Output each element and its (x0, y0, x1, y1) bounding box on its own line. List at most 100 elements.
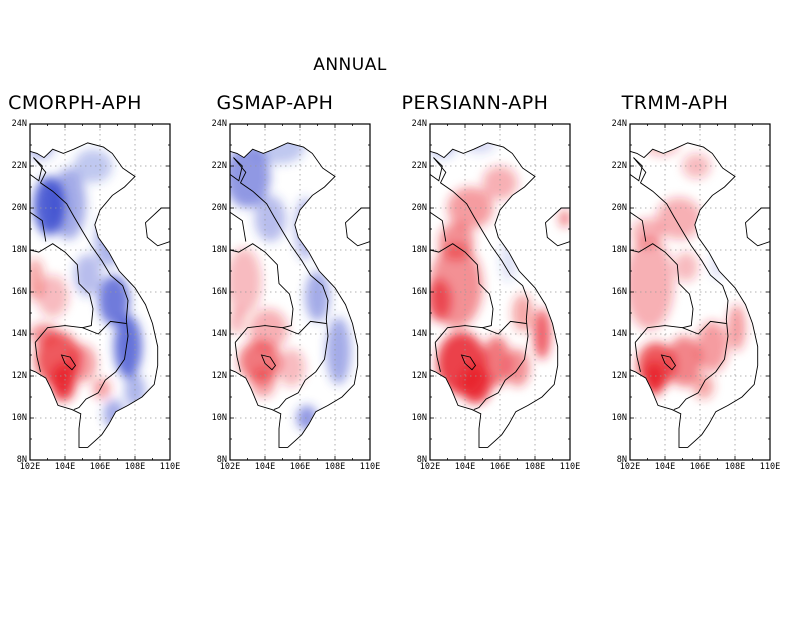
positive-anomaly (30, 323, 58, 345)
positive-anomaly (559, 210, 570, 227)
positive-anomaly (666, 336, 702, 387)
lon-tick-label: 102E (219, 462, 241, 472)
lat-tick-label: 14N (11, 329, 27, 339)
lon-tick-label: 102E (419, 462, 441, 472)
panel-trmm: TRMM-APH 24N 22N 20N 18N 16N 14N 12N 10N 8N 102E 1… (600, 92, 781, 482)
lat-tick-label: 8N (216, 455, 227, 465)
coastline-borders (29, 142, 171, 448)
lat-tick-label: 16N (11, 287, 27, 297)
positive-anomaly (30, 258, 44, 301)
negative-anomaly (463, 142, 495, 154)
lat-tick-label: 24N (411, 119, 427, 129)
lat-tick-label: 20N (411, 203, 427, 213)
positive-anomaly (505, 348, 530, 387)
lat-tick-label: 18N (411, 245, 427, 255)
positive-anomaly (249, 308, 288, 351)
positive-anomaly (631, 218, 664, 248)
anomaly-field (230, 142, 370, 448)
negative-anomaly (294, 197, 316, 261)
panel-title: PERSIANN-APH (401, 92, 549, 114)
positive-anomaly (251, 367, 276, 397)
lat-tick-label: 12N (11, 371, 27, 381)
lat-tick-label: 20N (11, 203, 27, 213)
positive-anomaly (430, 279, 451, 322)
negative-anomaly (500, 239, 518, 282)
lat-tick-label: 20N (211, 203, 227, 213)
panel-title: TRMM-APH (621, 92, 729, 114)
lon-tick-label: 110E (559, 462, 581, 472)
positive-anomaly (644, 361, 665, 395)
lon-tick-label: 102E (619, 462, 641, 472)
lon-tick-label: 104E (654, 462, 676, 472)
lat-tick-label: 18N (611, 245, 627, 255)
positive-anomaly (68, 344, 97, 383)
coastline-borders (629, 142, 771, 448)
grid-lines (430, 124, 570, 460)
negative-anomaly (430, 142, 457, 158)
positive-anomaly (728, 304, 746, 351)
negative-anomaly (124, 373, 146, 408)
lat-tick-label: 10N (611, 413, 627, 423)
coastline-borders (229, 142, 371, 448)
lon-tick-label: 110E (359, 462, 381, 472)
lat-tick-label: 22N (11, 161, 27, 171)
lon-tick-label: 106E (689, 462, 711, 472)
lat-tick-label: 8N (16, 455, 27, 465)
lat-tick-label: 22N (211, 161, 227, 171)
lat-tick-label: 22N (611, 161, 627, 171)
positive-anomaly (230, 247, 262, 316)
negative-anomaly (305, 271, 330, 322)
lon-tick-label: 108E (524, 462, 546, 472)
positive-anomaly (93, 378, 111, 400)
lon-tick-label: 110E (159, 462, 181, 472)
lon-tick-label: 106E (289, 462, 311, 472)
lat-tick-label: 10N (11, 413, 27, 423)
negative-anomaly (254, 195, 286, 242)
positive-anomaly (533, 308, 551, 360)
positive-anomaly (693, 373, 714, 400)
lat-tick-label: 22N (411, 161, 427, 171)
grid-lines (30, 124, 170, 460)
panel-persiann: PERSIANN-APH 24N 22N 20N 18N 16N 14N 12N 10N 8N 1… (400, 92, 581, 482)
lon-tick-label: 102E (19, 462, 41, 472)
positive-anomaly (673, 252, 699, 282)
figure-title: ANNUAL (313, 55, 387, 75)
positive-anomaly (630, 237, 674, 330)
positive-anomaly (277, 348, 306, 387)
positive-anomaly (459, 365, 492, 404)
negative-anomaly (73, 149, 113, 183)
positive-anomaly (482, 166, 518, 200)
negative-anomaly (94, 216, 123, 267)
map-gsmap (229, 123, 371, 461)
lat-tick-label: 16N (611, 287, 627, 297)
positive-anomaly (482, 336, 511, 387)
lon-tick-label: 108E (324, 462, 346, 472)
panel-title: CMORPH-APH (8, 92, 142, 114)
map-cmorph (29, 123, 171, 461)
grid-lines (230, 124, 370, 460)
lon-tick-label: 104E (254, 462, 276, 472)
negative-anomaly (326, 317, 351, 385)
positive-anomaly (696, 321, 728, 372)
lat-tick-label: 18N (211, 245, 227, 255)
lat-tick-label: 18N (11, 245, 27, 255)
lat-tick-label: 10N (211, 413, 227, 423)
anomaly-field (630, 142, 770, 448)
lat-tick-label: 16N (411, 287, 427, 297)
negative-anomaly (114, 315, 142, 379)
lat-tick-label: 8N (416, 455, 427, 465)
lon-tick-label: 108E (124, 462, 146, 472)
positive-anomaly (512, 294, 534, 332)
panel-cmorph: CMORPH-APH 24N 22N 20N 18N 16N 14N 12N 10N 8N 102… (0, 92, 180, 482)
lat-tick-label: 8N (616, 455, 627, 465)
lat-tick-label: 16N (211, 287, 227, 297)
map-trmm (629, 123, 771, 461)
lat-tick-label: 14N (411, 329, 427, 339)
lon-tick-label: 108E (724, 462, 746, 472)
lon-tick-label: 110E (759, 462, 781, 472)
positive-anomaly (438, 222, 474, 261)
anomaly-field (430, 142, 570, 448)
lat-tick-label: 12N (611, 371, 627, 381)
lat-tick-label: 14N (211, 329, 227, 339)
lat-tick-label: 12N (211, 371, 227, 381)
